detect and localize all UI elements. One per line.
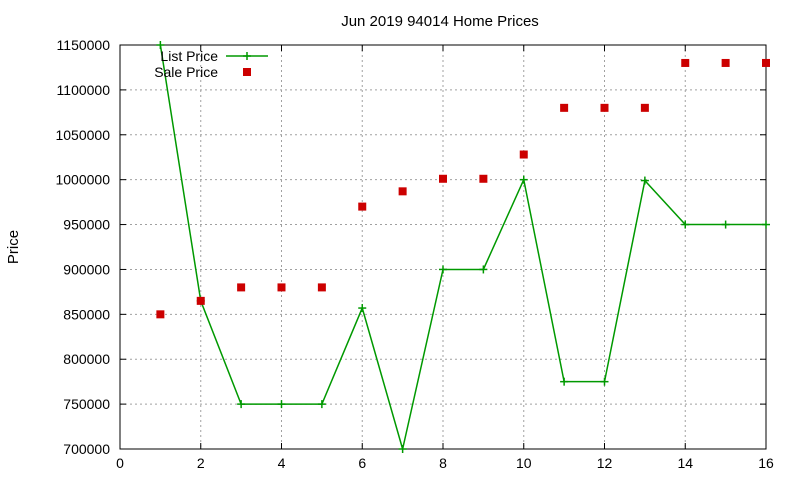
sale-price-point xyxy=(277,283,286,292)
sale-price-point xyxy=(721,58,730,67)
x-tick-label: 12 xyxy=(597,455,613,471)
y-tick-label: 750000 xyxy=(63,396,110,412)
x-tick-label: 14 xyxy=(677,455,693,471)
chart-title: Jun 2019 94014 Home Prices xyxy=(341,13,539,30)
axes xyxy=(119,44,767,450)
y-tick-label: 1050000 xyxy=(55,127,110,143)
sale-price-point xyxy=(398,187,407,196)
x-tick-label: 10 xyxy=(516,455,532,471)
list-price-point xyxy=(762,220,770,229)
list-price-point xyxy=(560,377,569,386)
sale-price-point xyxy=(640,103,649,112)
y-tick-label: 1150000 xyxy=(57,37,111,53)
x-tick-label: 4 xyxy=(278,455,286,471)
y-tick-label: 1100000 xyxy=(57,82,111,98)
list-price-point xyxy=(681,220,690,229)
list-price-point xyxy=(398,445,407,453)
legend-item-list-price: List Price xyxy=(160,48,268,64)
x-tick-label: 16 xyxy=(758,455,774,471)
list-price-point xyxy=(439,265,447,274)
y-tick-label: 950000 xyxy=(63,217,110,233)
sale-price-point xyxy=(358,202,367,211)
list-price-point xyxy=(277,400,286,409)
series-sale-price xyxy=(156,58,770,319)
list-price-point xyxy=(358,304,367,313)
legend-label: Sale Price xyxy=(154,64,218,80)
sale-price-point xyxy=(600,103,609,112)
y-tick-labels: 700000 750000 800000 850000 900000 950000 1000… xyxy=(55,37,110,457)
list-price-point xyxy=(600,377,609,386)
grid-lines xyxy=(120,45,766,449)
sale-price-point xyxy=(439,174,447,183)
legend-marker xyxy=(243,68,251,76)
x-tick-labels: 0 2 4 6 8 10 12 14 16 xyxy=(116,455,774,471)
y-tick-label: 700000 xyxy=(63,441,110,457)
sale-price-point xyxy=(681,58,690,67)
list-price-line xyxy=(159,44,766,450)
y-axis-label: Price xyxy=(5,230,22,264)
legend-label: List Price xyxy=(160,48,218,64)
list-price-point xyxy=(156,41,165,49)
list-price-point xyxy=(479,265,488,274)
y-tick-label: 900000 xyxy=(63,261,110,277)
x-tick-label: 6 xyxy=(358,455,366,471)
y-tick-label: 800000 xyxy=(63,351,110,367)
list-price-point xyxy=(640,176,649,185)
x-tick-label: 8 xyxy=(439,455,447,471)
sale-price-point xyxy=(479,174,488,183)
list-price-point xyxy=(519,175,528,184)
legend-item-sale-price: Sale Price xyxy=(154,64,251,80)
sale-price-point xyxy=(196,296,205,305)
list-price-point xyxy=(721,220,730,229)
x-tick-label: 2 xyxy=(197,455,205,471)
sale-price-point xyxy=(156,310,165,319)
legend-marker xyxy=(243,52,251,60)
y-tick-label: 1000000 xyxy=(55,172,110,188)
series-list-price xyxy=(156,41,770,453)
x-tick-label: 0 xyxy=(116,455,124,471)
list-price-point xyxy=(237,400,246,409)
y-tick-label: 850000 xyxy=(63,306,110,322)
sale-price-point xyxy=(317,283,326,292)
list-price-point xyxy=(317,400,326,409)
sale-price-point xyxy=(519,150,528,159)
sale-price-point xyxy=(762,58,770,67)
data-series xyxy=(156,41,770,453)
sale-price-point xyxy=(560,103,569,112)
sale-price-point xyxy=(237,283,246,292)
